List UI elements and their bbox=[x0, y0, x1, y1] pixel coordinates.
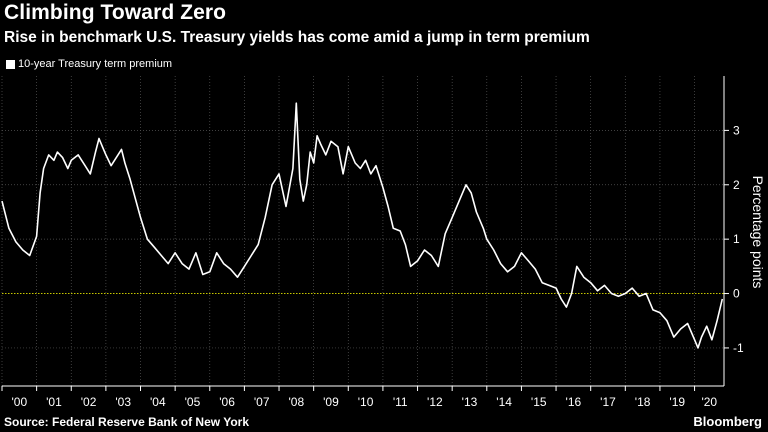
legend-swatch-icon bbox=[6, 59, 15, 69]
y-axis: -1 0 1 2 3 bbox=[723, 76, 744, 386]
x-tick-label: '11 bbox=[393, 395, 408, 409]
bloomberg-logo: Bloomberg bbox=[693, 414, 762, 429]
source-note: Source: Federal Reserve Bank of New York bbox=[4, 415, 249, 429]
x-tick-label: '03 bbox=[115, 395, 131, 409]
x-tick-label: '02 bbox=[81, 395, 97, 409]
x-tick-label: '17 bbox=[600, 395, 616, 409]
x-tick-label: '00 bbox=[11, 395, 27, 409]
x-tick-label: '08 bbox=[289, 395, 305, 409]
y-tick-label: 1 bbox=[733, 232, 740, 246]
legend-label: 10-year Treasury term premium bbox=[18, 58, 173, 70]
chart-title: Climbing Toward Zero bbox=[4, 1, 227, 24]
x-tick-label: '10 bbox=[358, 395, 374, 409]
y-tick-label: 0 bbox=[733, 287, 740, 301]
x-tick-label: '06 bbox=[219, 395, 235, 409]
y-axis-title: Percentage points bbox=[750, 176, 766, 289]
x-tick-label: '16 bbox=[566, 395, 582, 409]
x-tick-label: '05 bbox=[185, 395, 201, 409]
chart-grid bbox=[1, 76, 724, 386]
x-tick-label: '09 bbox=[323, 395, 339, 409]
chart-subtitle: Rise in benchmark U.S. Treasury yields h… bbox=[4, 29, 590, 46]
chart-legend: 10-year Treasury term premium bbox=[6, 58, 172, 70]
series-line bbox=[1, 102, 724, 349]
series-group bbox=[1, 102, 724, 349]
x-axis: '00 '01 '02 '03 '04 '05 '06 '07 '08 '09 '10 '11 '12 '… bbox=[1, 385, 724, 409]
x-tick-label: '07 bbox=[254, 395, 270, 409]
x-tick-label: '13 bbox=[462, 395, 478, 409]
x-tick-label: '19 bbox=[669, 395, 685, 409]
y-tick-label: 3 bbox=[733, 123, 740, 137]
y-tick-label: 2 bbox=[733, 178, 740, 192]
y-tick-label: -1 bbox=[733, 341, 744, 355]
x-tick-label: '20 bbox=[701, 395, 717, 409]
x-tick-label: '15 bbox=[531, 395, 547, 409]
x-tick-label: '04 bbox=[150, 395, 166, 409]
x-tick-label: '18 bbox=[635, 395, 651, 409]
x-tick-label: '12 bbox=[427, 395, 443, 409]
x-tick-label: '01 bbox=[46, 395, 62, 409]
x-tick-label: '14 bbox=[496, 395, 512, 409]
